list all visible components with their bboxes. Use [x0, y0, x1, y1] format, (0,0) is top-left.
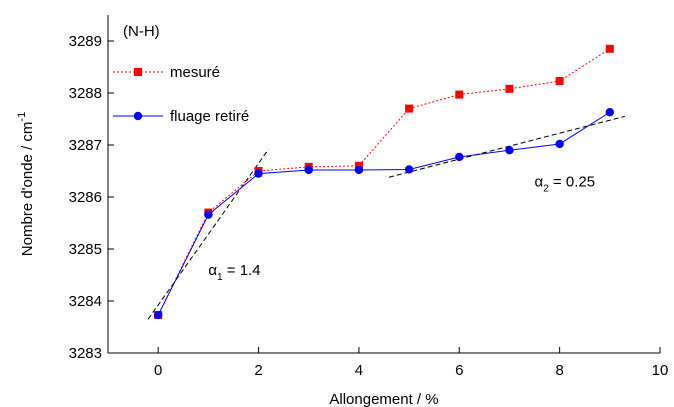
- marker: [153, 310, 163, 320]
- fit-line: [147, 148, 269, 320]
- alpha-sub: 2: [543, 184, 549, 195]
- marker: [254, 169, 263, 178]
- marker: [555, 77, 564, 86]
- marker: [555, 139, 564, 149]
- x-tick-label: 4: [355, 362, 363, 379]
- marker: [505, 146, 514, 155]
- fit-label: α1 = 1.4: [208, 262, 260, 283]
- y-axis-label: Nombre d'onde / cm-1: [16, 112, 36, 256]
- marker: [304, 165, 313, 175]
- y-tick-label: 3288: [69, 85, 102, 102]
- marker: [505, 84, 514, 93]
- marker: [605, 44, 614, 53]
- x-tick-label: 10: [652, 362, 669, 379]
- alpha-sub: 1: [217, 272, 223, 283]
- y-tick-label: 3287: [69, 137, 102, 154]
- legend-label: fluage retiré: [170, 108, 249, 125]
- y-tick-label: 3289: [69, 33, 102, 50]
- marker: [455, 90, 464, 99]
- alpha: α: [535, 174, 544, 191]
- y-tick-label: 3286: [69, 189, 102, 206]
- marker: [404, 165, 414, 174]
- x-tick-label: 8: [555, 362, 563, 379]
- x-tick-label: 6: [455, 362, 463, 379]
- x-tick-label: 2: [254, 362, 262, 379]
- legend-marker: [134, 68, 142, 76]
- y-label-sup: -1: [16, 112, 28, 122]
- x-axis-label: Allongement / %: [329, 391, 438, 407]
- fit-label: α2 = 0.25: [535, 174, 596, 195]
- marker: [405, 104, 414, 113]
- y-tick-label: 3285: [69, 241, 102, 258]
- marker: [605, 108, 615, 117]
- alpha-rest: = 1.4: [223, 262, 261, 279]
- y-tick-label: 3284: [69, 293, 102, 310]
- legend-label: mesuré: [170, 64, 220, 81]
- marker: [455, 152, 464, 162]
- series-line: [157, 111, 611, 316]
- y-tick-label: 3283: [69, 345, 102, 362]
- x-tick-label: 0: [154, 362, 162, 379]
- alpha: α: [208, 262, 217, 279]
- marker: [204, 210, 213, 219]
- annotation: (N-H): [123, 23, 160, 40]
- fit-line: [388, 115, 625, 178]
- marker: [354, 165, 364, 175]
- legend-marker: [133, 111, 143, 121]
- alpha-rest: = 0.25: [549, 174, 595, 191]
- y-label-text: Nombre d'onde / cm: [19, 122, 36, 257]
- series-line: [157, 48, 611, 316]
